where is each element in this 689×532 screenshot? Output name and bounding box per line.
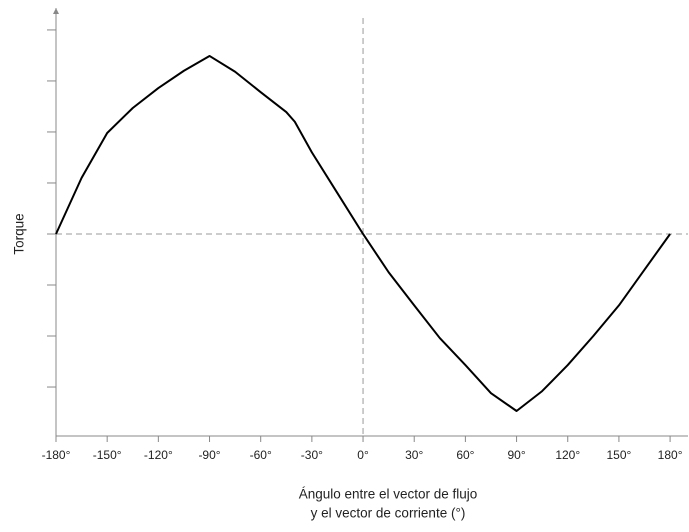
x-tick-label: -120° xyxy=(144,448,173,462)
x-tick-label: 150° xyxy=(607,448,632,462)
line-series xyxy=(55,54,671,413)
x-tick-label: 60° xyxy=(456,448,474,462)
x-tick-label: 0° xyxy=(357,448,369,462)
x-tick-label: -90° xyxy=(198,448,220,462)
x-axis-title: y el vector de corriente (°) xyxy=(311,506,466,521)
x-tick-label: -30° xyxy=(301,448,323,462)
x-tick-label: -60° xyxy=(250,448,272,462)
axis-arrow xyxy=(53,8,59,14)
y-axis-title: Torque xyxy=(12,213,27,254)
x-tick-label: 90° xyxy=(507,448,525,462)
x-axis-title: Ángulo entre el vector de flujo xyxy=(299,487,478,502)
x-tick-label: -180° xyxy=(42,448,71,462)
x-tick-label: 30° xyxy=(405,448,423,462)
x-tick-label: 120° xyxy=(555,448,580,462)
x-tick-label: 180° xyxy=(658,448,683,462)
x-tick-label: -150° xyxy=(93,448,122,462)
